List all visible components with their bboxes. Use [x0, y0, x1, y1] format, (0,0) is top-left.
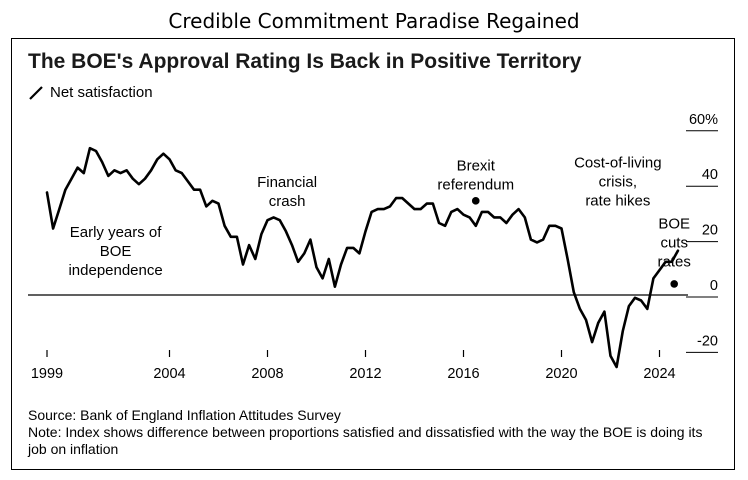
annotation-label: Cost-of-living [574, 155, 662, 172]
y-tick-label: 60% [689, 112, 718, 128]
annotation-label: Early years of [70, 224, 163, 241]
x-tick-label: 2024 [643, 366, 675, 382]
source-note: Source: Bank of England Inflation Attitu… [28, 407, 341, 423]
annotation-label: crisis, [599, 174, 637, 191]
annotation-label: Financial [257, 174, 317, 191]
annotation-label: independence [68, 262, 162, 279]
legend: Net satisfaction [28, 84, 153, 101]
annotation-label: BOE [658, 216, 690, 233]
y-tick-label: 0 [710, 278, 718, 294]
x-tick-label: 2016 [447, 366, 479, 382]
x-tick-label: 2008 [251, 366, 283, 382]
x-tick-label: 2020 [545, 366, 577, 382]
y-tick-label: 40 [702, 167, 718, 183]
annotation-label: Brexit [457, 157, 496, 174]
annotation-label: referendum [437, 176, 514, 193]
y-tick-label: -20 [697, 333, 718, 349]
y-tick-label: 20 [702, 223, 718, 239]
line-legend-icon [29, 85, 43, 100]
net-satisfaction-line [45, 146, 680, 369]
legend-label: Net satisfaction [50, 84, 153, 101]
annotation-marker [471, 197, 480, 205]
annotation-label: cuts [660, 235, 688, 252]
annotation-label: rate hikes [585, 193, 650, 210]
chart-title: The BOE's Approval Rating Is Back in Pos… [28, 50, 582, 73]
x-tick-label: 2012 [349, 366, 381, 382]
annotation-label: BOE [100, 243, 132, 260]
chart-frame [11, 38, 735, 470]
footnote: Note: Index shows difference between pro… [28, 424, 703, 457]
annotation-label: rates [658, 254, 691, 271]
outer-title: Credible Commitment Paradise Regained [168, 9, 580, 33]
x-tick-label: 2004 [153, 366, 185, 382]
x-tick-label: 1999 [31, 366, 63, 382]
annotation-label: crash [269, 193, 306, 210]
annotation-marker [670, 280, 678, 288]
